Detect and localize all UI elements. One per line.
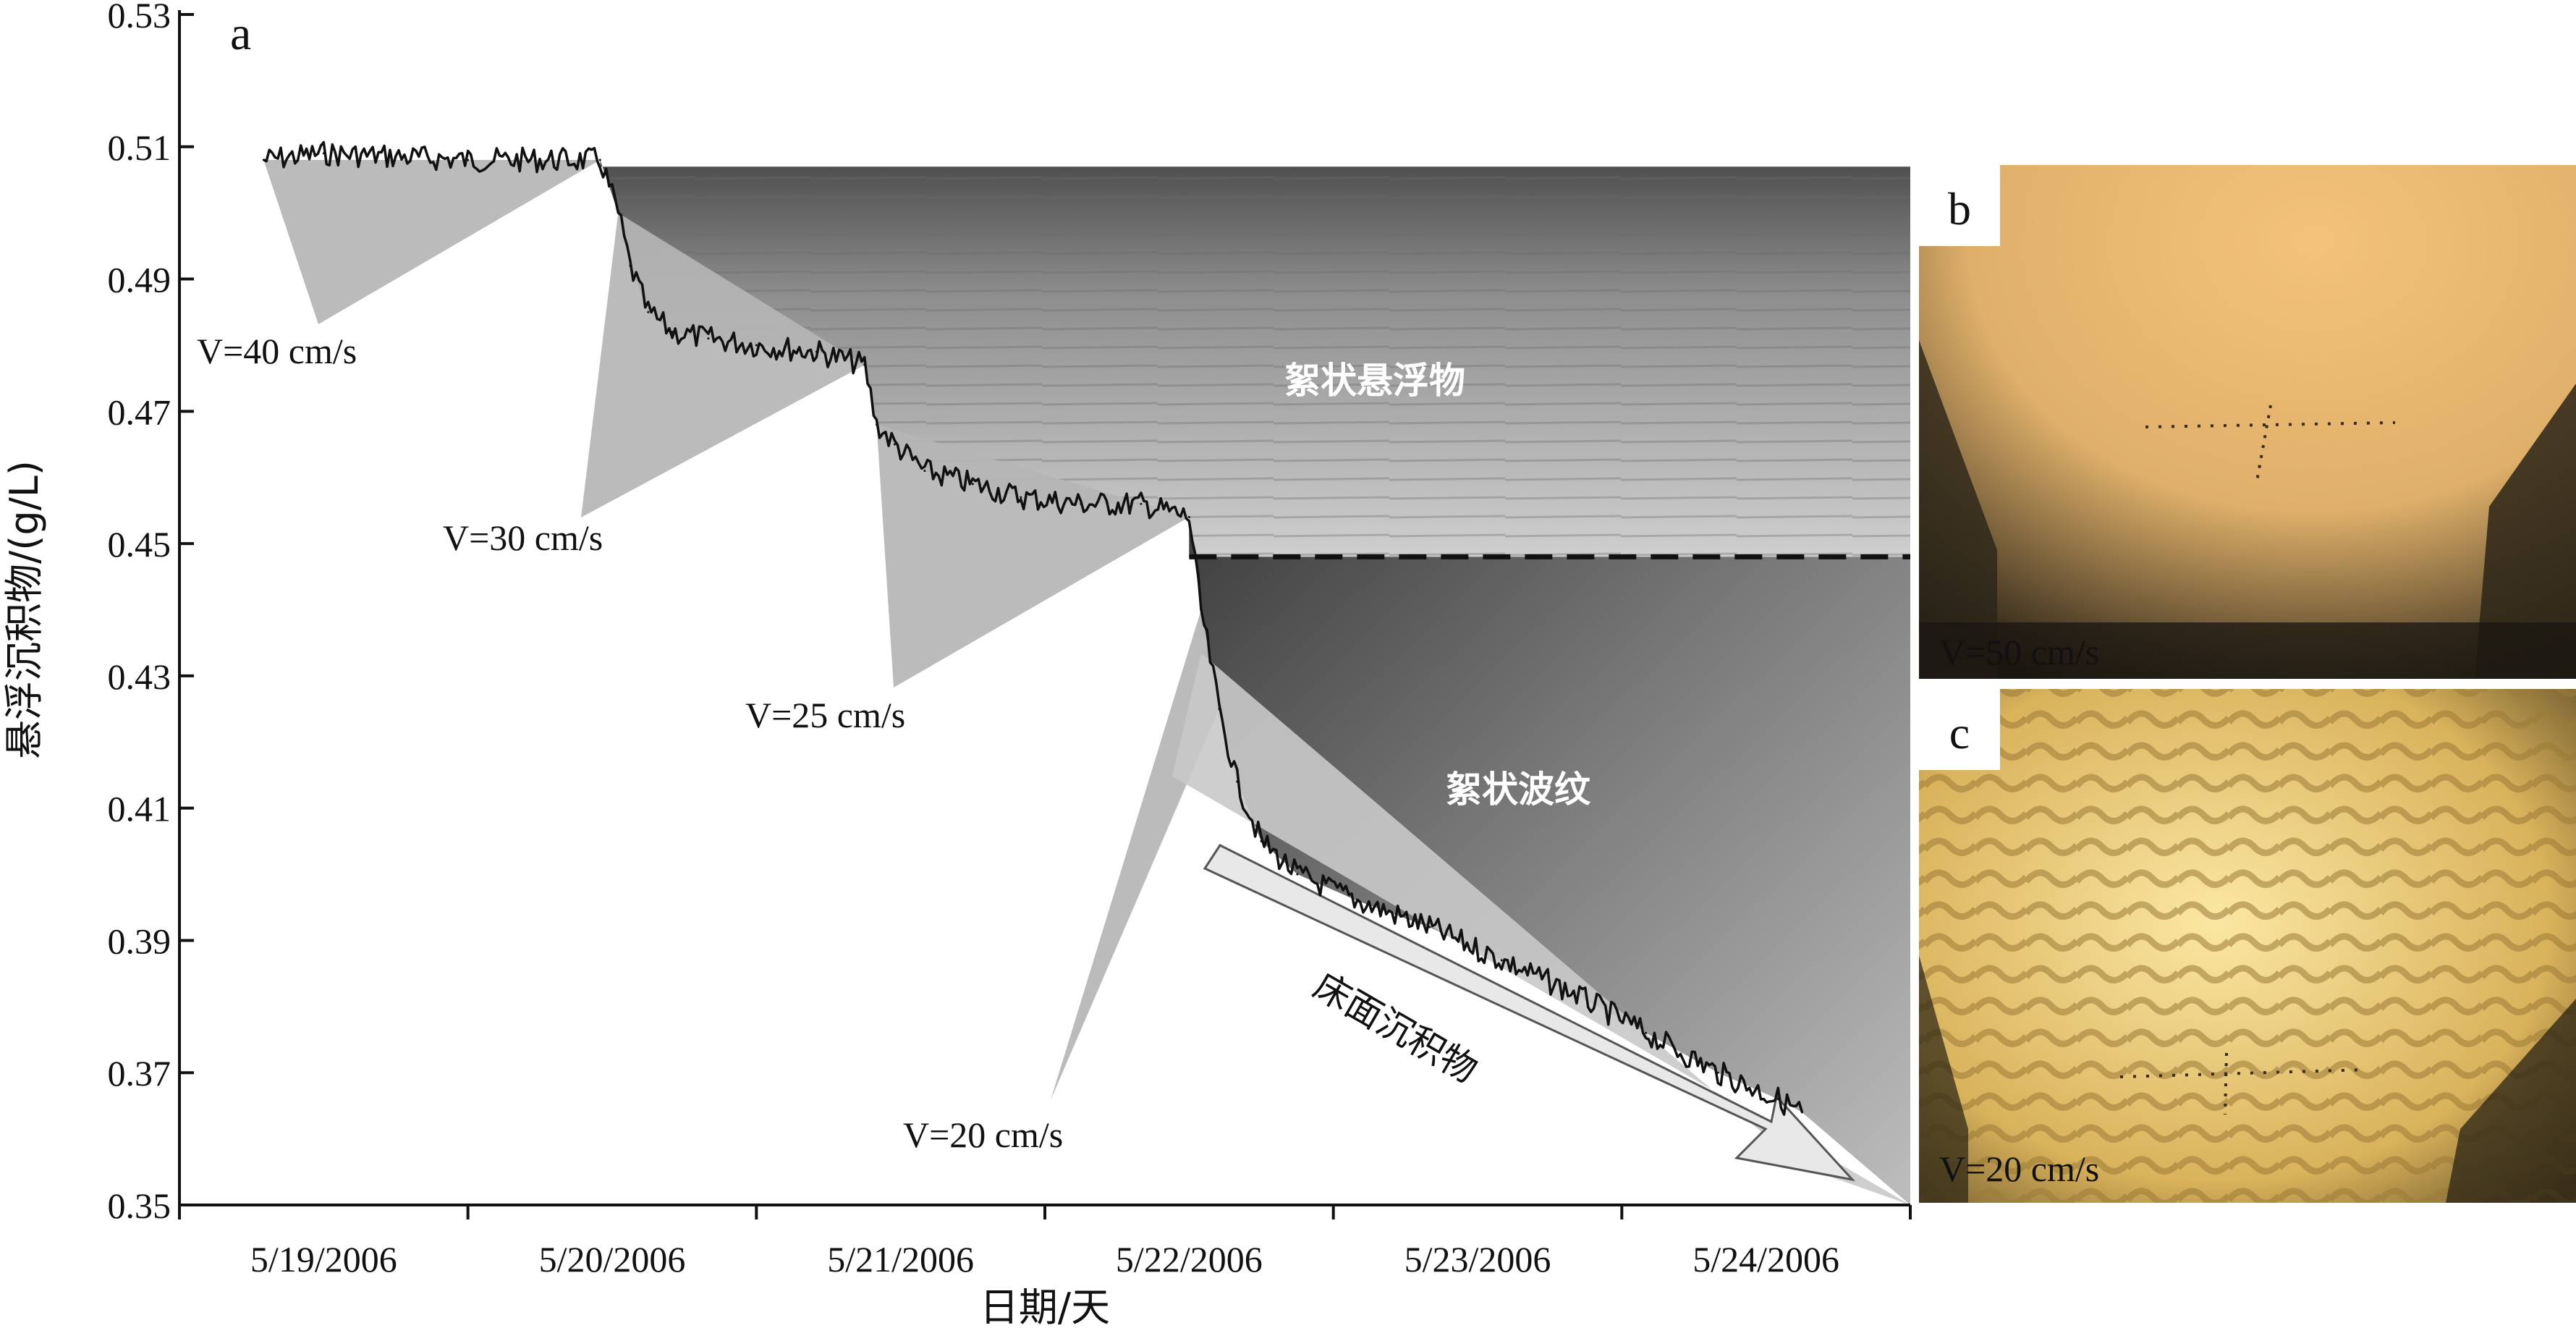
wedge-v30 [581,213,865,517]
panel-b-speed-label: V=50 cm/s [1939,632,2099,672]
x-tick-label-5: 5/24/2006 [1692,1239,1839,1280]
flume-photo-panel-a [600,160,1910,1205]
axes: 0.35 0.37 0.39 0.41 0.43 0.45 0.47 0.49 0.51 0.53… [1,0,1912,1328]
data-point-6 [647,310,650,313]
data-point-3 [598,158,601,161]
data-point-10 [815,350,818,353]
speed-callout-wedges: V=40 cm/s V=30 cm/s V=25 cm/s V=20 cm/s [197,160,1910,1205]
y-tick-label-0: 0.35 [108,1185,171,1226]
data-point-7 [671,331,674,334]
data-point-0 [262,158,265,161]
data-point-17 [1080,502,1082,505]
data-point-15 [971,483,974,486]
y-tick-label-9: 0.53 [108,0,171,35]
data-point-5 [629,264,632,267]
wedge-v25 [876,424,1190,688]
annotation-floc-ripples: 絮状波纹 [1446,769,1591,811]
data-point-25 [1356,900,1359,902]
photo-panel-b: b V=50 cm/s [1919,165,2576,679]
panel-c-speed-label: V=20 cm/s [1939,1149,2099,1189]
speed-label-2: V=30 cm/s [443,517,603,558]
data-point-32 [1801,1111,1803,1114]
y-tick-label-7: 0.49 [108,260,171,300]
y-tick-label-4: 0.43 [108,656,171,697]
data-point-12 [875,423,878,426]
x-tick-label-2: 5/21/2006 [827,1239,974,1280]
data-point-9 [755,344,758,347]
speed-label-4: V=20 cm/s [903,1115,1063,1155]
data-point-24 [1296,873,1299,876]
data-point-4 [617,211,619,214]
data-point-2 [467,158,470,161]
speed-label-3: V=25 cm/s [745,695,905,735]
speed-label-1: V=40 cm/s [197,331,357,371]
data-point-28 [1572,992,1575,995]
photo-panel-c: c V=20 cm/s [1919,689,2576,1203]
wedge-v40 [263,160,601,324]
x-tick-label-4: 5/23/2006 [1404,1239,1551,1280]
data-point-31 [1776,1098,1779,1101]
photo-floc-ripple-region [1189,517,1910,1205]
wedge-v20 [1051,609,1219,1100]
y-tick-label-6: 0.47 [108,392,171,432]
x-axis-label: 日期/天 [980,1285,1110,1328]
x-tick-label-3: 5/22/2006 [1116,1239,1263,1280]
data-point-13 [893,443,896,446]
x-tick-label-0: 5/19/2006 [250,1239,397,1280]
suspended-sediment-series [262,140,1804,1116]
data-point-16 [1020,496,1022,499]
y-tick-label-8: 0.51 [108,127,171,168]
wedge-bed-sediment [1172,653,1910,1205]
y-tick-label-3: 0.41 [108,789,171,829]
y-tick-label-2: 0.39 [108,921,171,961]
data-point-26 [1428,926,1431,929]
x-tick-label-1: 5/20/2006 [539,1239,686,1280]
data-point-23 [1260,839,1263,842]
data-point-20 [1200,609,1203,611]
panel-a-label: a [230,7,251,60]
data-point-18 [1140,502,1143,505]
data-point-1 [322,152,325,155]
data-point-27 [1500,959,1503,962]
data-point-14 [923,470,926,473]
panel-b-label: b [1948,183,1971,234]
data-point-21 [1218,708,1221,711]
y-tick-label-5: 0.45 [108,524,171,564]
data-point-22 [1236,780,1239,783]
data-point-8 [707,337,710,340]
annotation-floc-suspension: 絮状悬浮物 [1284,360,1465,402]
data-point-19 [1187,516,1190,519]
y-axis-label: 悬浮沉积物/(g/L) [1,460,47,759]
y-tick-label-1: 0.37 [108,1053,171,1094]
series-line [263,140,1804,1116]
data-point-11 [863,363,866,366]
data-point-29 [1645,1031,1648,1034]
panel-c-label: c [1949,707,1970,758]
data-point-30 [1716,1071,1719,1074]
bed-sediment-arrow [1203,844,1856,1182]
